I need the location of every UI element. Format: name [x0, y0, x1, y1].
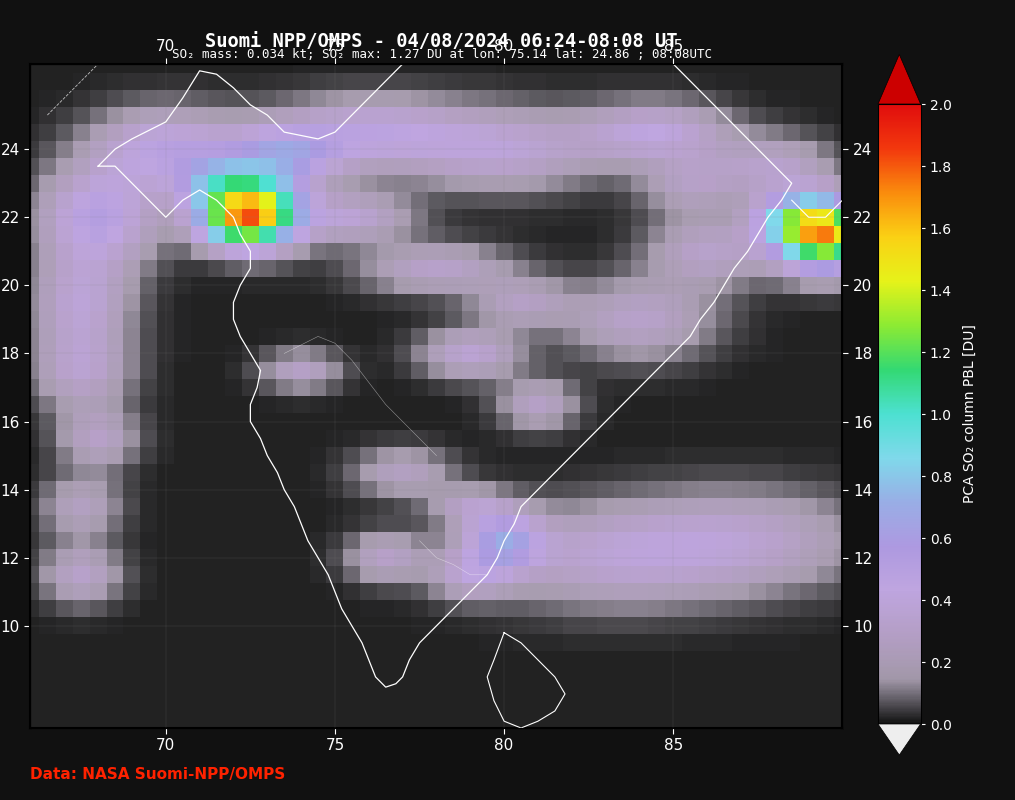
Y-axis label: PCA SO₂ column PBL [DU]: PCA SO₂ column PBL [DU] — [963, 325, 976, 503]
Text: Data: NASA Suomi-NPP/OMPS: Data: NASA Suomi-NPP/OMPS — [30, 767, 285, 782]
Text: SO₂ mass: 0.034 kt; SO₂ max: 1.27 DU at lon: 75.14 lat: 24.86 ; 08:08UTC: SO₂ mass: 0.034 kt; SO₂ max: 1.27 DU at … — [172, 48, 712, 61]
Text: Suomi NPP/OMPS - 04/08/2024 06:24-08:08 UT: Suomi NPP/OMPS - 04/08/2024 06:24-08:08 … — [205, 32, 678, 51]
Polygon shape — [878, 724, 921, 755]
Polygon shape — [878, 54, 921, 104]
